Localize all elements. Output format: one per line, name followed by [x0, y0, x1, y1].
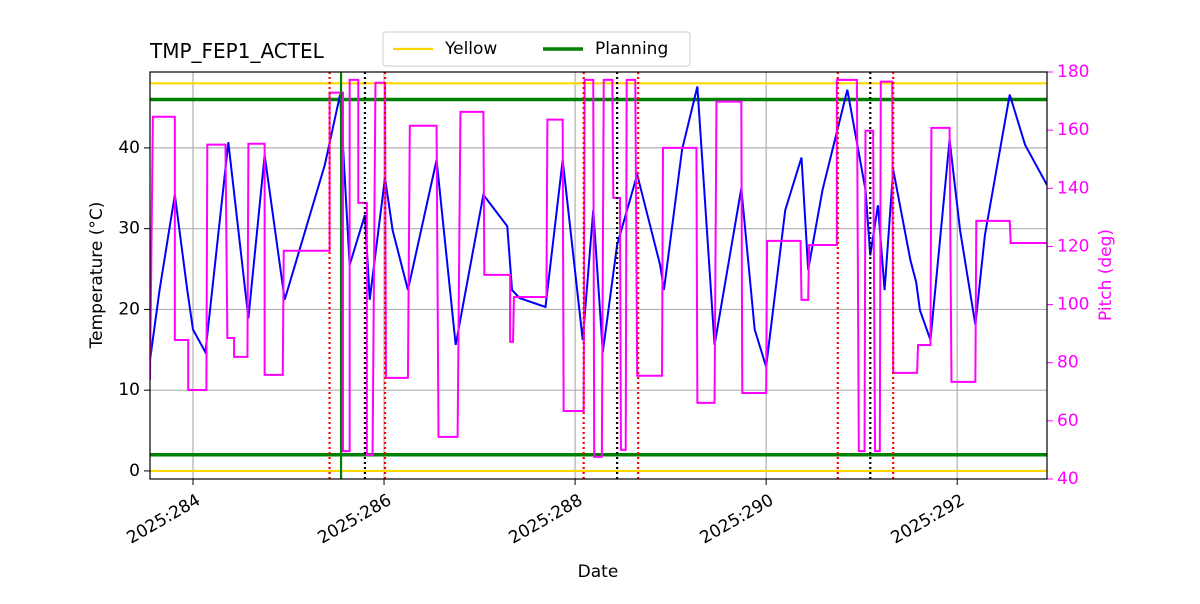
x-tick-label: 2025:284 [123, 490, 204, 548]
series-line [150, 86, 1047, 368]
y2-tick-label: 120 [1057, 236, 1089, 256]
plot-frame [149, 71, 1048, 480]
y2-tick-label: 100 [1057, 295, 1089, 315]
x-tick-label: 2025:288 [506, 490, 587, 548]
y-tick-label: 40 [118, 138, 140, 158]
legend-label: Yellow [444, 39, 497, 59]
x-tick-label: 2025:286 [315, 490, 396, 548]
legend-box [382, 31, 691, 67]
y2-tick-label: 60 [1057, 411, 1079, 431]
y-tick-label: 0 [129, 461, 140, 481]
y2-tick-label: 180 [1057, 62, 1089, 82]
legend-label: Planning [595, 39, 668, 59]
y2-tick-label: 40 [1057, 469, 1079, 489]
series-line [150, 78, 1047, 458]
y-tick-label: 20 [118, 299, 140, 319]
x-tick-label: 2025:292 [888, 490, 969, 548]
y2-tick-label: 140 [1057, 178, 1089, 198]
y2-axis-label: Pitch (deg) [1096, 229, 1116, 321]
y2-tick-label: 160 [1057, 120, 1089, 140]
y2-tick-label: 80 [1057, 353, 1079, 373]
x-axis-label: Date [578, 562, 619, 582]
chart-title: TMP_FEP1_ACTEL [149, 39, 325, 63]
y-tick-label: 10 [118, 380, 140, 400]
y-axis-label: Temperature (°C) [87, 202, 107, 350]
x-tick-label: 2025:290 [697, 490, 778, 548]
plot-area [150, 72, 1047, 479]
y-tick-label: 30 [118, 219, 140, 239]
